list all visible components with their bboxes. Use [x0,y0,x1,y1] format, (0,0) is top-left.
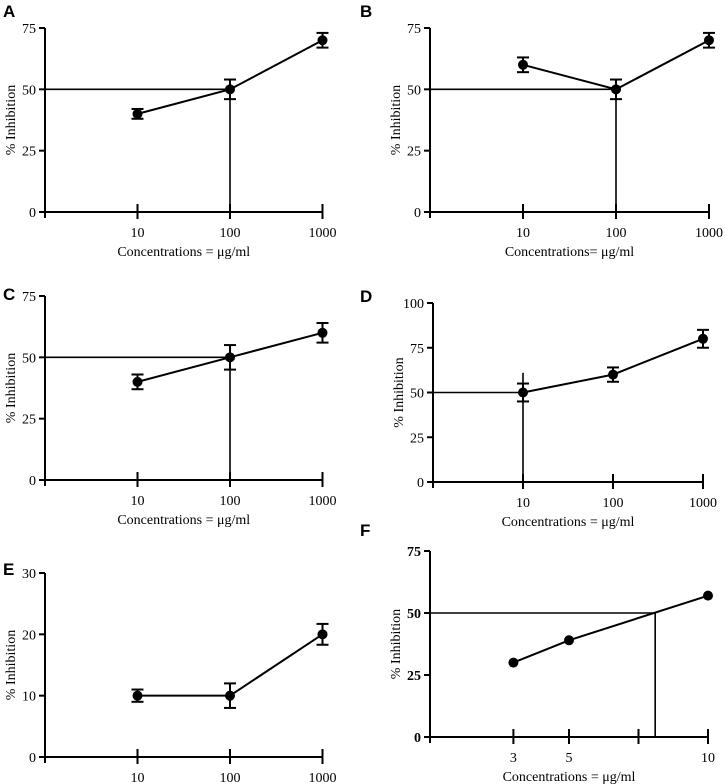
x-tick-label: 3 [510,751,517,766]
y-tick-label: 75 [22,290,36,305]
y-tick-label: 50 [407,83,421,98]
y-axis-label: % Inhibition [4,630,19,700]
y-tick-label: 50 [22,83,36,98]
panel-c: C 0 25 50 75 10 100 1000 Concentrations = μg/ml%… [3,285,337,528]
x-tick-label: 10 [516,496,530,511]
y-tick-label: 100 [403,297,424,312]
y-tick-label: 75 [410,342,424,357]
y-axis-label: % Inhibition [389,85,404,155]
y-axis-label: % Inhibition [4,353,19,423]
y-tick-label: 75 [407,545,421,560]
y-tick-label: 20 [22,628,36,643]
x-tick-label: 100 [606,226,627,241]
y-tick-label: 30 [22,567,36,582]
y-axis-label: % Inhibition [4,85,19,155]
x-tick-label: 10 [701,751,715,766]
data-point [317,629,328,640]
panel-letter: A [3,2,15,21]
series-line [513,594,709,664]
panel-a: A 0 25 50 75 10 100 1000 Concentrations = μg/ml%… [3,2,337,260]
x-tick-label: 1000 [309,494,337,509]
data-point [317,327,328,338]
data-point [611,84,621,95]
panel-e: E0102030101001000Concentrations = μg/ml%… [3,560,337,784]
y-tick-label: 25 [407,669,421,684]
data-point [698,333,708,344]
y-tick-label: 0 [29,474,36,489]
y-tick-label: 0 [417,476,424,491]
y-tick-label: 50 [407,607,421,622]
x-tick-label: 10 [516,226,530,241]
panel-letter: D [360,287,372,306]
y-tick-label: 25 [410,431,424,446]
data-point [564,635,574,646]
y-axis-label: % Inhibition [389,609,404,679]
data-point [132,690,143,701]
x-axis-label: Concentrations = μg/ml [117,245,250,260]
y-tick-label: 0 [414,731,421,746]
y-tick-label: 0 [414,206,421,221]
x-tick-label: 10 [131,771,145,784]
x-tick-label: 100 [220,771,241,784]
panel-letter: E [3,560,14,579]
x-axis-label: Concentrations= μg/ml [505,245,634,260]
data-point [225,690,235,701]
y-tick-label: 0 [29,206,36,221]
data-point [132,108,143,119]
x-tick-label: 1000 [309,226,337,241]
panel-d: D 0 25 50 75 100 10 100 1000 Concentrations = μg/… [360,287,717,530]
panel-b: B 0 25 50 75 10 100 1000 Concentrations= μg/ml % … [360,2,723,260]
y-tick-label: 50 [410,387,424,402]
panel-letter: C [3,285,15,304]
y-tick-label: 10 [22,690,36,705]
x-tick-label: 1000 [689,496,717,511]
data-point [317,35,328,46]
x-tick-label: 1000 [309,771,337,784]
y-tick-label: 25 [22,145,36,160]
x-tick-label: 100 [603,496,624,511]
x-tick-label: 1000 [695,226,723,241]
x-axis-label: Concentrations = μg/ml [117,513,250,528]
data-point [518,59,528,70]
panel-f: F 0 25 50 75 3 5 10 Concentrations = μg/ml % Inhi… [360,521,715,784]
data-point [704,35,714,46]
x-tick-label: 10 [131,494,145,509]
x-axis-label: Concentrations = μg/ml [503,770,636,784]
y-tick-label: 25 [22,413,36,428]
y-tick-label: 25 [407,145,421,160]
data-point [132,376,143,387]
data-point [703,590,713,601]
y-axis-label: % Inhibition [392,357,407,427]
y-tick-label: 75 [22,22,36,37]
y-tick-label: 75 [407,22,421,37]
x-tick-label: 100 [220,226,241,241]
data-point [608,369,618,380]
y-tick-label: 50 [22,351,36,366]
series-line [522,337,704,394]
panel-letter: F [360,521,370,540]
data-point [225,84,235,95]
data-point [225,352,235,363]
x-tick-label: 5 [566,751,573,766]
data-point [508,657,519,668]
x-tick-label: 10 [131,226,145,241]
y-tick-label: 0 [29,751,36,766]
data-point [518,387,528,398]
x-axis-label: Concentrations = μg/ml [502,515,635,530]
panel-letter: B [360,2,372,21]
x-tick-label: 100 [220,494,241,509]
